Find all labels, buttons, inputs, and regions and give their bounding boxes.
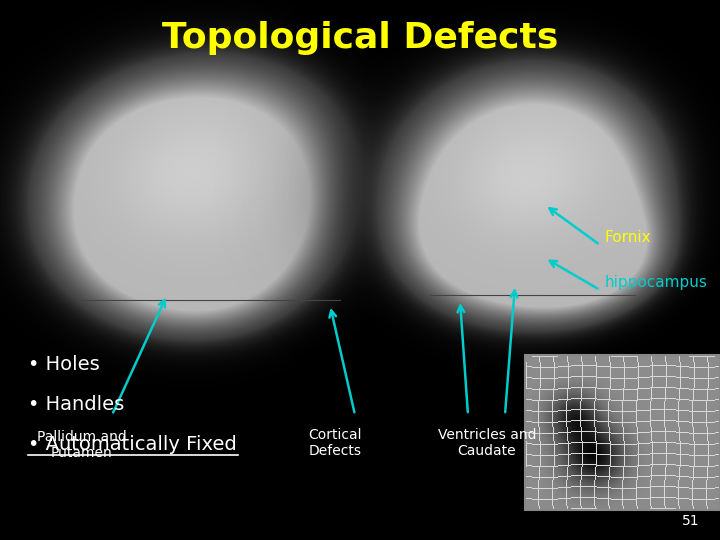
Text: 51: 51: [683, 514, 700, 528]
Text: • Holes: • Holes: [28, 355, 100, 375]
Text: Pallidum and
Putamen: Pallidum and Putamen: [37, 430, 127, 460]
Text: Cortical
Defects: Cortical Defects: [308, 428, 361, 458]
Text: Topological Defects: Topological Defects: [162, 21, 558, 55]
Text: Fornix: Fornix: [605, 231, 652, 246]
Text: hippocampus: hippocampus: [605, 275, 708, 291]
Text: • Automatically Fixed: • Automatically Fixed: [28, 435, 237, 455]
Text: • Handles: • Handles: [28, 395, 125, 415]
Bar: [525, 355, 720, 510]
Text: Ventricles and
Caudate: Ventricles and Caudate: [438, 428, 536, 458]
